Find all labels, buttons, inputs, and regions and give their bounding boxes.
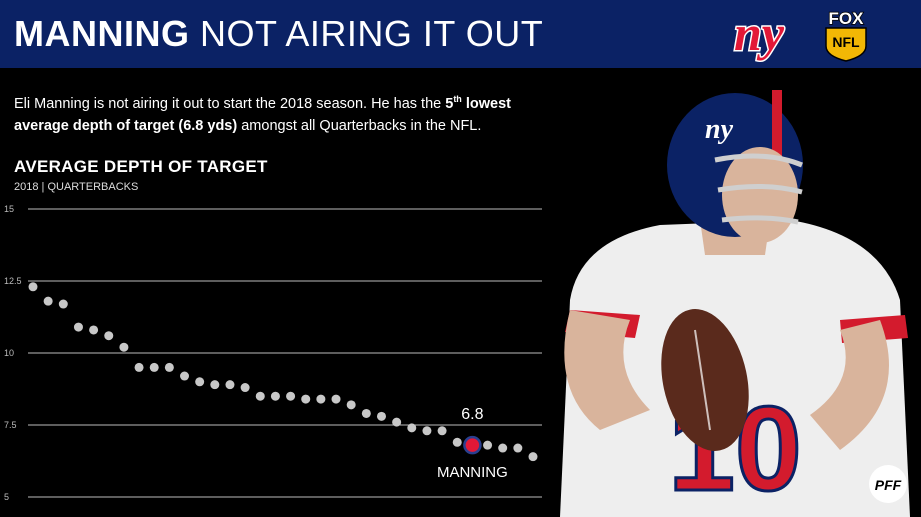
data-point xyxy=(89,325,99,335)
y-tick-label: 10 xyxy=(4,348,14,358)
title-bold: MANNING xyxy=(14,13,190,54)
data-point xyxy=(195,377,205,387)
pff-watermark-icon: PFF xyxy=(869,465,907,503)
svg-text:NFL: NFL xyxy=(832,34,860,50)
data-point xyxy=(407,423,417,433)
svg-text:ny: ny xyxy=(734,6,785,61)
chart-title: AVERAGE DEPTH OF TARGET xyxy=(14,157,268,176)
svg-text:PFF: PFF xyxy=(875,477,902,493)
fox-nfl-logo-icon: FOX NFL xyxy=(825,8,867,62)
data-point xyxy=(180,371,190,381)
data-point xyxy=(301,394,311,404)
page-title: MANNING NOT AIRING IT OUT xyxy=(14,14,543,54)
highlight-point xyxy=(463,435,482,455)
data-point xyxy=(119,342,129,352)
intro-rank-suffix: th xyxy=(453,94,462,104)
quarterback-photo: 10 ny xyxy=(560,90,910,517)
data-point xyxy=(58,299,68,309)
data-point xyxy=(437,426,447,436)
data-point xyxy=(452,437,462,447)
intro-part1: Eli Manning is not airing it out to star… xyxy=(14,95,446,112)
data-point xyxy=(392,417,402,427)
y-tick-label: 12.5 xyxy=(4,276,22,286)
data-point xyxy=(513,443,523,453)
highlight-name-label: MANNING xyxy=(437,464,508,481)
data-point xyxy=(316,394,326,404)
header-bar: MANNING NOT AIRING IT OUT ny FOX NFL xyxy=(0,0,921,68)
data-point xyxy=(104,331,114,341)
intro-bold: lowest average depth of target (6.8 yds) xyxy=(14,95,511,134)
data-point xyxy=(498,443,508,453)
chart-subtitle: 2018 | QUARTERBACKS xyxy=(14,181,139,193)
title-rest: NOT AIRING IT OUT xyxy=(200,13,544,54)
y-tick-label: 15 xyxy=(4,204,14,214)
data-point xyxy=(225,380,235,390)
y-tick-label: 5 xyxy=(4,492,9,502)
data-point xyxy=(528,452,538,462)
intro-text: Eli Manning is not airing it out to star… xyxy=(14,88,534,137)
intro-rank: 5 xyxy=(445,95,454,112)
data-point xyxy=(73,322,83,332)
data-point xyxy=(270,391,280,401)
data-point xyxy=(286,391,296,401)
y-tick-label: 7.5 xyxy=(4,420,17,430)
data-point xyxy=(210,380,220,390)
data-point xyxy=(134,362,144,372)
data-point xyxy=(255,391,265,401)
depth-of-target-chart: 15 12.5 10 7.5 5 6.8 MANNING xyxy=(4,204,542,502)
data-point xyxy=(164,362,174,372)
data-point xyxy=(361,408,371,418)
data-point xyxy=(331,394,341,404)
data-point xyxy=(240,383,250,393)
data-point xyxy=(422,426,432,436)
giants-logo-icon: ny xyxy=(733,6,787,62)
data-point xyxy=(376,411,386,421)
highlight-value-label: 6.8 xyxy=(461,406,483,423)
intro-part2: amongst all Quarterbacks in the NFL. xyxy=(237,117,482,134)
data-point xyxy=(149,362,159,372)
data-point xyxy=(346,400,356,410)
data-point xyxy=(43,296,53,306)
data-point xyxy=(28,282,38,292)
svg-text:ny: ny xyxy=(705,114,734,145)
data-point xyxy=(483,440,493,450)
svg-text:FOX: FOX xyxy=(829,9,865,28)
